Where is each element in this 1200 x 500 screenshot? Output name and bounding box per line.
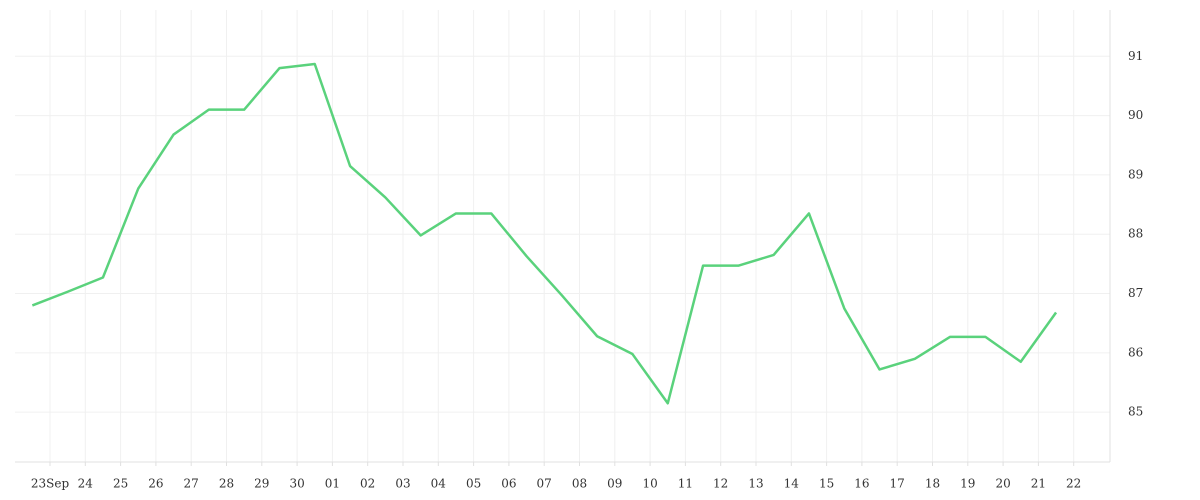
line-series (31, 62, 1058, 405)
x-tick-label: 12 (713, 477, 728, 491)
x-tick-label: 22 (1066, 477, 1081, 491)
x-tick-label: 14 (784, 477, 800, 491)
x-tick-label: 18 (925, 477, 940, 491)
x-tick-label: 19 (960, 477, 975, 491)
x-tick-label: 01 (325, 477, 340, 491)
x-tick-label: 25 (113, 477, 128, 491)
x-tick-label: 29 (254, 477, 269, 491)
x-tick-label: 26 (148, 477, 163, 491)
x-tick-label: 13 (748, 477, 763, 491)
x-tick-label: 03 (395, 477, 410, 491)
x-tick-label: 27 (184, 477, 199, 491)
y-tick-label: 88 (1128, 227, 1143, 241)
y-tick-label: 89 (1128, 167, 1143, 181)
x-tick-label: 28 (219, 477, 234, 491)
x-tick-label: 24 (78, 477, 94, 491)
x-tick-label: 10 (642, 477, 657, 491)
x-tick-label: 04 (431, 477, 447, 491)
x-tick-label: 05 (466, 477, 481, 491)
x-tick-label: 21 (1031, 477, 1046, 491)
x-tick-label: 06 (501, 477, 516, 491)
x-tick-label: 23Sep (31, 477, 70, 491)
y-tick-label: 91 (1128, 49, 1143, 63)
x-tick-label: 11 (678, 477, 693, 491)
y-tick-label: 87 (1128, 286, 1143, 300)
y-tick-label: 90 (1128, 108, 1143, 122)
x-tick-label: 08 (572, 477, 587, 491)
x-tick-label: 15 (819, 477, 834, 491)
x-tick-label: 02 (360, 477, 375, 491)
x-tick-label: 20 (995, 477, 1010, 491)
x-tick-label: 09 (607, 477, 622, 491)
x-tick-label: 16 (854, 477, 869, 491)
x-tick-label: 30 (289, 477, 304, 491)
y-tick-label: 86 (1128, 345, 1143, 359)
y-tick-label: 85 (1128, 405, 1143, 419)
x-tick-label: 17 (890, 477, 905, 491)
x-tick-label: 07 (537, 477, 552, 491)
